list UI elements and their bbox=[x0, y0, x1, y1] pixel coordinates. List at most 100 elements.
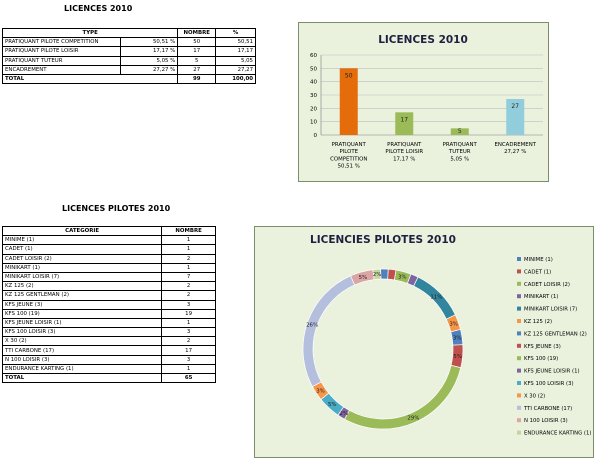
percent-label-cell: 50,51 % bbox=[119, 37, 179, 48]
percent-label-cell: 5,05 % bbox=[119, 55, 179, 66]
percent-cell: 17,17 bbox=[215, 46, 256, 57]
legend-entry: CADET LOISIR (2) bbox=[524, 282, 570, 288]
categorie-cell: CADET (1) bbox=[1, 244, 163, 255]
nombre-cell: 3 bbox=[161, 354, 216, 365]
nombre-cell: 2 bbox=[161, 290, 216, 301]
table-row: MINIKART (1) 1 bbox=[1, 262, 216, 273]
header-nombre: NOMBRE bbox=[161, 225, 216, 237]
table-row: ENDURANCE KARTING (1) 1 bbox=[1, 363, 216, 375]
percent-label-cell: 27,27 % bbox=[119, 64, 179, 75]
x-tick-label: 27,27 % bbox=[504, 149, 526, 155]
header-nombre: NOMBRE bbox=[177, 27, 217, 39]
licences-bar-chart-panel: LICENCES 2010 0 10 20 30 40 50 60 50 PRATIQUANT PI… bbox=[298, 22, 549, 182]
table-row: KFS JEUNE (3) 3 bbox=[1, 299, 216, 310]
bar-data-label: 27 bbox=[511, 103, 519, 110]
slice-label: 3% bbox=[398, 275, 407, 281]
x-tick-label: COMPETITION bbox=[330, 156, 367, 162]
table-row: MINIME (1) 1 bbox=[1, 235, 216, 246]
y-tick-label: 40 bbox=[310, 80, 317, 86]
slice-label: 26% bbox=[306, 323, 318, 329]
y-tick-label: 50 bbox=[310, 66, 317, 72]
bar bbox=[506, 99, 525, 135]
legend-swatch bbox=[517, 393, 521, 398]
legend-swatch bbox=[517, 430, 521, 435]
table-row: KFS JEUNE LOISIR (1) 1 bbox=[1, 317, 216, 329]
total-nombre: 65 bbox=[161, 372, 216, 384]
nombre-cell: 2 bbox=[161, 281, 216, 292]
bar-chart-title: LICENCES 2010 bbox=[378, 34, 468, 46]
categorie-cell: ENDURANCE KARTING (1) bbox=[1, 363, 163, 375]
nombre-cell: 27 bbox=[177, 64, 217, 75]
nombre-cell: 3 bbox=[161, 327, 216, 338]
y-tick-label: 60 bbox=[310, 53, 317, 59]
x-tick-label: TUTEUR bbox=[448, 149, 471, 155]
nombre-cell: 19 bbox=[161, 308, 216, 319]
total-label: TOTAL bbox=[1, 372, 163, 384]
bar-data-label: 50 bbox=[345, 72, 353, 79]
table-row: CADET (1) 1 bbox=[1, 244, 216, 255]
legend-swatch bbox=[517, 331, 521, 336]
legend-swatch bbox=[517, 418, 521, 423]
slice-label: 29% bbox=[407, 416, 419, 422]
x-tick-label: PRATIQUANT bbox=[443, 142, 478, 148]
nombre-cell: 3 bbox=[161, 299, 216, 310]
bar-data-label: 5 bbox=[458, 128, 462, 135]
percent-cell: 50,51 bbox=[215, 37, 256, 48]
legend-entry: MINIKART LOISIR (7) bbox=[524, 307, 577, 313]
legend-swatch bbox=[517, 306, 521, 311]
x-tick-label: 5,05 % bbox=[450, 156, 469, 162]
table-row: X 30 (2) 2 bbox=[1, 336, 216, 347]
percent-cell: 27,27 bbox=[215, 64, 256, 75]
legend-entry: CADET (1) bbox=[524, 269, 551, 275]
slice-label: 2% bbox=[340, 411, 349, 417]
nombre-cell: 50 bbox=[177, 37, 217, 48]
categorie-cell: KFS 100 (19) bbox=[1, 308, 163, 319]
bar bbox=[450, 128, 469, 135]
slice-label: 5% bbox=[453, 354, 462, 360]
x-tick-label: PILOTE LOISIR bbox=[385, 149, 423, 155]
legend-swatch bbox=[517, 294, 521, 299]
bar bbox=[395, 112, 414, 135]
type-cell: PRATIQUANT PILOTE LOISIR bbox=[2, 46, 121, 57]
slice-label: 2% bbox=[373, 272, 382, 278]
type-cell: ENCADREMENT bbox=[2, 64, 121, 75]
legend-entry: KZ 125 GENTLEMAN (2) bbox=[524, 331, 587, 337]
categorie-cell: MINIME (1) bbox=[1, 235, 163, 246]
legend-entry: TTI CARBONE (17) bbox=[523, 406, 572, 412]
donut-chart-title: LICENCIES PILOTES 2010 bbox=[310, 234, 456, 246]
table-row: PRATIQUANT TUTEUR 5,05 % 5 5,05 bbox=[2, 55, 256, 66]
table-row: KZ 125 GENTLEMAN (2) 2 bbox=[1, 290, 216, 301]
legend-swatch bbox=[517, 257, 521, 261]
categorie-cell: MINIKART LOISIR (7) bbox=[1, 271, 163, 283]
donut-slice bbox=[380, 268, 389, 280]
legend-entry: KFS JEUNE LOISIR (1) bbox=[524, 369, 580, 375]
table-row: KZ 125 (2) 2 bbox=[1, 281, 216, 292]
categorie-cell: N 100 LOISIR (3) bbox=[1, 354, 163, 365]
legend-swatch bbox=[517, 269, 521, 274]
slice-label: 11% bbox=[430, 294, 442, 300]
legend-swatch bbox=[517, 343, 521, 348]
table-row: TTI CARBONE (17) 17 bbox=[1, 345, 216, 356]
licences-table-title: LICENCES 2010 bbox=[64, 4, 133, 13]
nombre-cell: 17 bbox=[177, 46, 217, 57]
legend-swatch bbox=[517, 319, 521, 323]
x-tick-label: PILOTE bbox=[339, 149, 358, 155]
y-tick-label: 20 bbox=[310, 106, 317, 112]
nombre-cell: 1 bbox=[161, 262, 216, 273]
table-row: MINIKART LOISIR (7) 7 bbox=[1, 271, 216, 283]
pilotes-table: CATEGORIE NOMBRE MINIME (1) 1 CADET (1) 1 CADE… bbox=[1, 225, 216, 384]
categorie-cell: KFS 100 LOISIR (3) bbox=[1, 327, 163, 338]
percent-label-cell: 17,17 % bbox=[119, 46, 179, 57]
categorie-cell: KZ 125 GENTLEMAN (2) bbox=[1, 290, 163, 301]
legend-swatch bbox=[517, 356, 521, 361]
x-tick-label: PRATIQUANT bbox=[387, 142, 422, 148]
categorie-cell: KZ 125 (2) bbox=[1, 281, 163, 292]
nombre-cell: 1 bbox=[161, 363, 216, 375]
total-label: TOTAL bbox=[1, 73, 179, 85]
pilotes-table-title: LICENCES PILOTES 2010 bbox=[62, 204, 171, 213]
slice-label: 3% bbox=[316, 388, 325, 394]
nombre-cell: 1 bbox=[161, 317, 216, 329]
x-tick-label: 17,17 % bbox=[393, 156, 415, 162]
table-header-row: TYPE NOMBRE % bbox=[1, 27, 256, 39]
total-percent: 100,00 bbox=[215, 73, 256, 85]
